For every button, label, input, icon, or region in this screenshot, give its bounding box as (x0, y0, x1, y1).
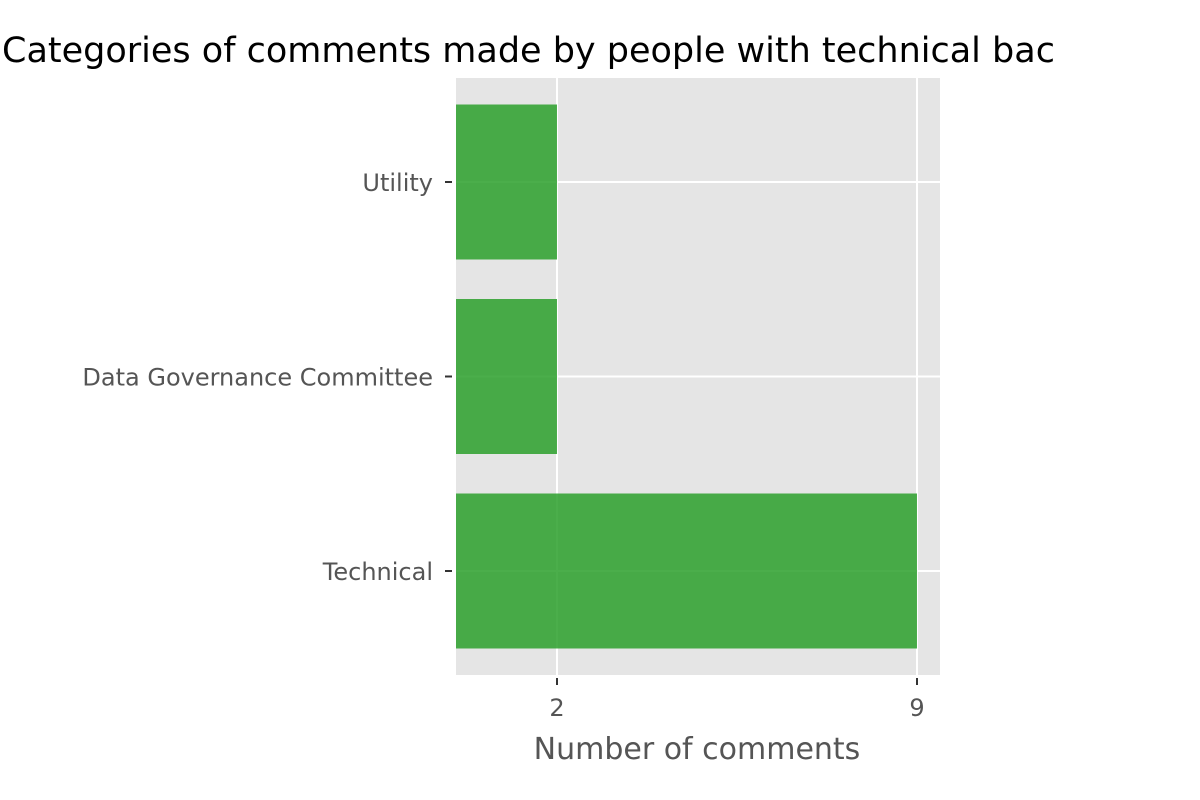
y-tick-label: Utility (362, 169, 433, 197)
x-axis-title: Number of comments (534, 732, 861, 767)
x-tick-label: 9 (909, 694, 924, 722)
bar (456, 104, 557, 260)
chart-title: Categories of comments made by people wi… (2, 31, 1055, 71)
y-axis-ticks: Utility Data Governance Committee Technica… (82, 169, 452, 586)
bar (456, 493, 917, 649)
bars (456, 104, 917, 649)
y-tick-label: Technical (322, 558, 433, 586)
bar (456, 299, 557, 454)
y-tick-label: Data Governance Committee (82, 364, 433, 392)
x-tick-label: 2 (549, 694, 564, 722)
